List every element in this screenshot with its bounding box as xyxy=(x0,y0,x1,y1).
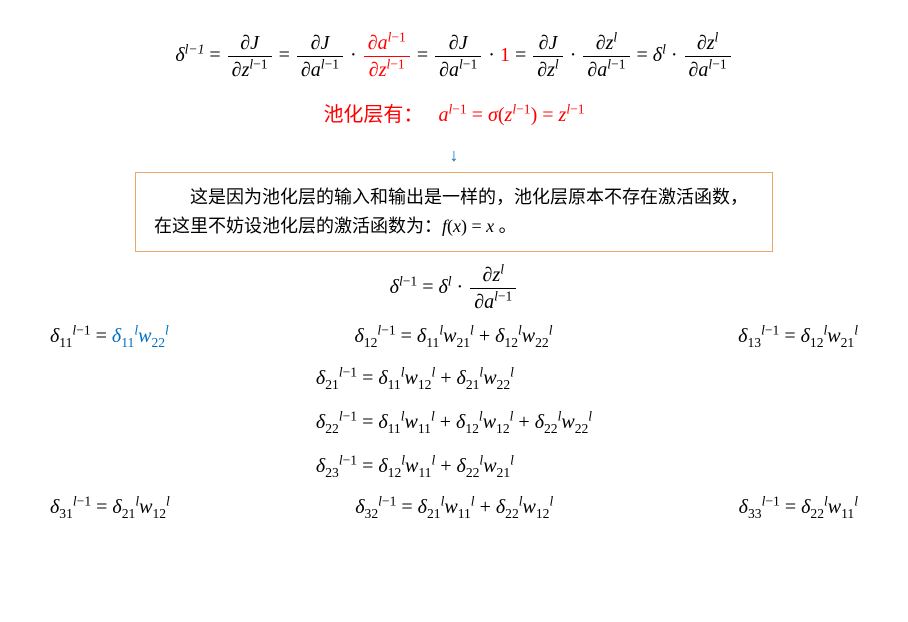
core-frac: ∂zl ∂al−1 xyxy=(470,262,516,315)
delta-33: δ33l−1 = δ22lw11l xyxy=(739,496,858,519)
frac-step2b-red: ∂al−1 ∂zl−1 xyxy=(364,30,410,83)
one-red: 1 xyxy=(500,44,510,66)
delta-23: δ23l−1 = δ12lw11l + δ22lw21l xyxy=(316,448,514,484)
frac-step4a: ∂J ∂zl xyxy=(533,30,562,83)
frac-step4b: ∂zl ∂al−1 xyxy=(583,30,629,83)
pool-eq: al−1 = σ(zl−1) = zl−1 xyxy=(438,104,584,126)
delta-32: δ32l−1 = δ21lw11l + δ22lw12l xyxy=(355,496,553,519)
delta-21: δ21l−1 = δ11lw12l + δ21lw22l xyxy=(316,360,514,396)
delta-13: δ13l−1 = δ12lw21l xyxy=(738,325,858,348)
frac-step1: ∂J ∂zl−1 xyxy=(228,30,272,83)
pooling-identity: 池化层有： al−1 = σ(zl−1) = zl−1 xyxy=(40,93,868,137)
arrow-down-icon: ↓ xyxy=(40,145,868,166)
frac-step3a: ∂J ∂al−1 xyxy=(435,30,481,83)
box-text: 这是因为池化层的输入和输出是一样的，池化层原本不存在激活函数，在这里不妨设池化层… xyxy=(154,187,748,236)
delta-l: δl xyxy=(653,44,666,66)
delta-22: δ22l−1 = δ11lw11l + δ12lw12l + δ22lw22l xyxy=(316,404,592,440)
frac-step2a: ∂J ∂al−1 xyxy=(297,30,343,83)
pool-label: 池化层有： xyxy=(323,104,423,126)
main-derivation: δl−1 = ∂J ∂zl−1 = ∂J ∂al−1 · ∂al−1 ∂zl−1… xyxy=(40,30,868,83)
delta-lhs: δl−1 xyxy=(175,44,204,66)
explanation-box: 这是因为池化层的输入和输出是一样的，池化层原本不存在激活函数，在这里不妨设池化层… xyxy=(135,172,773,252)
delta-row-1: δ11l−1 = δ11lw22l δ12l−1 = δ11lw21l + δ1… xyxy=(50,325,858,348)
delta-row-3: δ31l−1 = δ21lw12l δ32l−1 = δ21lw11l + δ2… xyxy=(50,496,858,519)
delta-31: δ31l−1 = δ21lw12l xyxy=(50,496,170,519)
delta-11: δ11l−1 = δ11lw22l xyxy=(50,325,169,348)
core-equation: δl−1 = δl · ∂zl ∂al−1 xyxy=(40,262,868,315)
delta-row-2: δ21l−1 = δ11lw12l + δ21lw22l δ22l−1 = δ1… xyxy=(316,356,592,488)
frac-step5b: ∂zl ∂al−1 xyxy=(685,30,731,83)
delta-12: δ12l−1 = δ11lw21l + δ12lw22l xyxy=(355,325,553,348)
